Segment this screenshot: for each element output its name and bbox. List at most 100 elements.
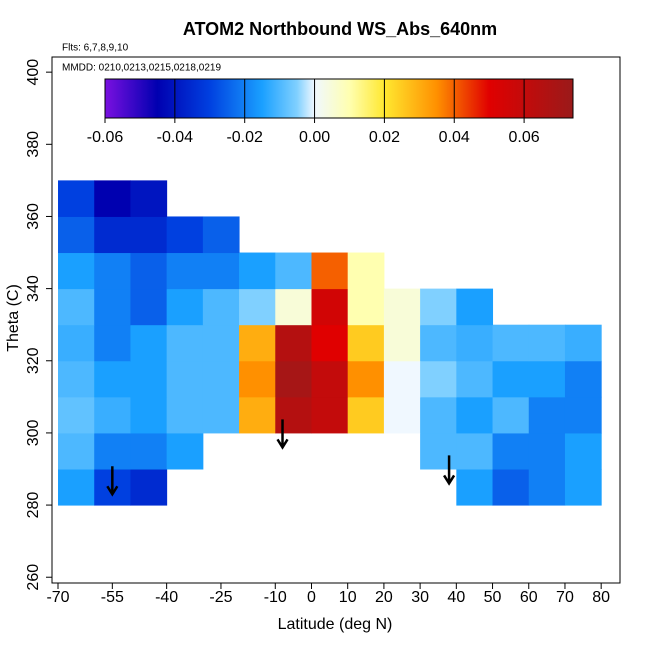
heat-cell xyxy=(420,288,457,326)
heat-cell xyxy=(564,468,602,506)
heat-cell xyxy=(239,288,276,326)
heat-cell xyxy=(58,432,95,470)
x-tick-label: -55 xyxy=(101,589,124,606)
y-tick-label: 300 xyxy=(25,419,42,446)
heat-cell xyxy=(130,468,168,506)
heat-cell xyxy=(456,324,494,362)
heat-cell xyxy=(166,288,204,326)
heat-cell xyxy=(456,432,494,470)
heat-cell xyxy=(492,432,530,470)
heat-cell xyxy=(94,324,131,362)
flights-note: Flts: 6,7,8,9,10 xyxy=(62,43,129,54)
x-tick-label: -40 xyxy=(155,589,178,606)
heat-cell xyxy=(58,396,95,434)
arrow xyxy=(276,419,289,450)
heat-cell xyxy=(202,216,240,254)
heat-cell xyxy=(166,360,204,398)
heat-cell xyxy=(492,468,530,506)
y-tick-label: 400 xyxy=(25,59,42,86)
x-tick-label: 50 xyxy=(484,589,502,606)
heat-cell xyxy=(564,324,602,362)
heat-cell xyxy=(166,324,204,362)
heat-cell xyxy=(420,324,457,362)
heat-cell xyxy=(347,360,385,398)
heat-cell xyxy=(311,252,349,290)
heat-cell xyxy=(311,288,349,326)
dates-note: MMDD: 0210,0213,0215,0218,0219 xyxy=(62,63,221,74)
x-tick-label: -70 xyxy=(46,589,69,606)
x-tick-label: 0 xyxy=(307,589,316,606)
heat-cell xyxy=(58,288,95,326)
colorbar-tick-label: 0.04 xyxy=(439,129,470,146)
y-tick-label: 380 xyxy=(25,131,42,158)
heat-cell xyxy=(347,396,385,434)
heat-cell xyxy=(275,324,312,362)
colorbar-tick-label: -0.02 xyxy=(226,129,263,146)
heat-cell xyxy=(492,360,530,398)
heat-cell xyxy=(275,288,312,326)
colorbar-tick-label: 0.06 xyxy=(509,129,540,146)
arrow xyxy=(106,466,119,497)
x-tick-label: 70 xyxy=(556,589,574,606)
heat-cell xyxy=(528,324,566,362)
x-tick-label: 10 xyxy=(339,589,357,606)
heat-cell xyxy=(58,216,95,254)
heat-cell xyxy=(130,288,168,326)
colorbar xyxy=(104,78,574,119)
x-tick-label: 40 xyxy=(447,589,465,606)
heat-cell xyxy=(58,252,95,290)
heat-cell xyxy=(58,180,95,217)
heat-cell xyxy=(94,252,131,290)
heat-cell xyxy=(383,288,421,326)
heat-cell xyxy=(275,396,312,434)
y-axis-label: Theta (C) xyxy=(5,284,22,352)
heat-cell xyxy=(94,432,131,470)
chart-title: ATOM2 Northbound WS_Abs_640nm xyxy=(183,19,497,39)
heat-cell xyxy=(383,324,421,362)
heat-cell xyxy=(94,288,131,326)
heat-cell xyxy=(492,396,530,434)
heat-cell xyxy=(239,360,276,398)
colorbar-tick-label: -0.06 xyxy=(87,129,124,146)
x-tick-label: 80 xyxy=(592,589,610,606)
heat-cell xyxy=(130,324,168,362)
heat-cell xyxy=(564,396,602,434)
heat-cell xyxy=(166,396,204,434)
colorbar-tick-label: -0.04 xyxy=(157,129,194,146)
heat-cell xyxy=(275,252,312,290)
heat-cell xyxy=(94,216,131,254)
heat-cell xyxy=(166,252,204,290)
heat-cell xyxy=(239,324,276,362)
heat-cell xyxy=(383,360,421,398)
heat-cell xyxy=(130,216,168,254)
heat-cell xyxy=(202,360,240,398)
heat-cell xyxy=(347,252,385,290)
heat-cell xyxy=(202,324,240,362)
heat-cell xyxy=(347,288,385,326)
heat-cell xyxy=(420,432,457,470)
heat-cell xyxy=(202,288,240,326)
heat-cell xyxy=(311,324,349,362)
heat-cell xyxy=(492,324,530,362)
heat-cell xyxy=(347,324,385,362)
colorbar-tick-label: 0.00 xyxy=(299,129,330,146)
heat-cell xyxy=(202,396,240,434)
heat-cell xyxy=(456,468,494,506)
heat-cell xyxy=(130,252,168,290)
y-tick-label: 360 xyxy=(25,203,42,230)
heat-cell xyxy=(528,432,566,470)
heat-cell xyxy=(528,360,566,398)
heat-cell xyxy=(311,360,349,398)
x-tick-label: 60 xyxy=(520,589,538,606)
x-tick-label: 20 xyxy=(375,589,393,606)
y-tick-label: 260 xyxy=(25,564,42,591)
heat-cell xyxy=(239,252,276,290)
heat-cell xyxy=(456,288,494,326)
y-tick-label: 340 xyxy=(25,275,42,302)
arrow xyxy=(443,455,456,486)
heat-cell xyxy=(58,468,95,506)
colorbar-tick-label: 0.02 xyxy=(369,129,400,146)
heat-cell xyxy=(564,360,602,398)
heat-cell xyxy=(58,324,95,362)
